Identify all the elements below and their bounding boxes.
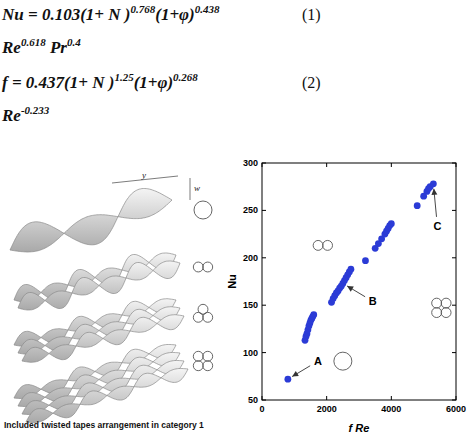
twisted-tape [10, 189, 172, 253]
equation-text: (1+φ) [155, 5, 194, 24]
point [388, 220, 395, 227]
x-tick [456, 163, 457, 167]
point [348, 266, 355, 273]
y-tick-label: 250 [243, 205, 258, 215]
y-tick [262, 352, 266, 353]
caption: Included twisted tapes arrangement in ca… [4, 420, 204, 430]
x-tick-label: 4000 [381, 404, 401, 414]
equation-text: Nu = 0.103(1+ N ) [1, 5, 130, 24]
equation-line: Re0.618 Pr0.4 [1, 36, 81, 57]
y-tick [452, 305, 456, 306]
dimension-label: w [194, 183, 200, 193]
equation-text: Re [1, 38, 21, 57]
tube-icon [194, 201, 212, 219]
exponent: 0.438 [195, 3, 220, 15]
y-tick-label: 150 [243, 300, 258, 310]
arrow-head [431, 189, 437, 195]
tube-icon [193, 361, 203, 371]
x-tick [456, 396, 457, 400]
figure: Nu = 0.103(1+ N )0.768(1+φ)0.438Re0.618 … [0, 0, 474, 446]
y-axis-title: Nu [226, 274, 238, 289]
y-tick-label: 300 [243, 158, 258, 168]
y-tick [262, 257, 266, 258]
plot-frame [262, 163, 456, 400]
y-tick [262, 210, 266, 211]
point [430, 180, 437, 187]
tube-icon [198, 304, 208, 314]
exponent: 0.768 [130, 3, 155, 15]
tape-diagram: yw [10, 170, 213, 423]
equation-number: (2) [302, 74, 321, 92]
y-tick-label: 100 [243, 348, 258, 358]
x-tick [262, 163, 263, 167]
equation-number: (1) [302, 6, 321, 24]
y-tick [452, 163, 456, 164]
x-tick [391, 396, 392, 400]
y-tick [452, 257, 456, 258]
point [284, 376, 291, 383]
x-tick-label: 6000 [446, 404, 466, 414]
annotation-label: C [433, 220, 441, 232]
exponent: 1.25 [114, 71, 134, 83]
y-tick [452, 210, 456, 211]
annotations: A B C [292, 189, 451, 377]
y-tick [452, 352, 456, 353]
exponent: 0.268 [173, 71, 198, 83]
point [362, 257, 369, 264]
y-tick-label: 50 [248, 395, 258, 405]
y-tick [262, 400, 266, 401]
x-tick [326, 396, 327, 400]
tube-icon [313, 240, 323, 250]
equation-line: f = 0.437(1+ N )1.25(1+φ)0.268 [2, 71, 198, 92]
twisted-tape [14, 253, 176, 302]
dimension-label: y [141, 170, 146, 180]
tube-icon [432, 298, 442, 308]
arrow-head [292, 371, 299, 377]
tube-icon [441, 308, 451, 318]
equation-line: Nu = 0.103(1+ N )0.768(1+φ)0.438 [1, 3, 220, 24]
tube-icon [432, 308, 442, 318]
tube-icon [203, 361, 213, 371]
tube-icon [203, 262, 213, 272]
tube-icon [193, 351, 203, 361]
x-tick-label: 2000 [317, 404, 337, 414]
twisted-tape [18, 307, 180, 355]
annotation-arrow [347, 286, 365, 297]
dimension-line [190, 178, 191, 200]
arrow-head [347, 286, 354, 292]
equation-text: (1+φ) [134, 73, 173, 92]
y-tick [452, 400, 456, 401]
exponent: 0.618 [21, 36, 46, 48]
tube-icon [203, 351, 213, 361]
tube-icon [193, 262, 203, 272]
equation-text: Pr [46, 38, 68, 57]
x-tick [262, 396, 263, 400]
y-tick [262, 305, 266, 306]
annotation-label: A [314, 355, 322, 367]
point [310, 311, 317, 318]
x-axis-title: f Re [349, 422, 370, 434]
tube-icon [323, 240, 333, 250]
tube-icon [441, 298, 451, 308]
x-tick [326, 163, 327, 167]
twisted-tape [26, 369, 188, 423]
point [414, 202, 421, 209]
annotation-label: B [369, 295, 377, 307]
exponent: -0.233 [21, 104, 50, 116]
y-tick-label: 200 [243, 253, 258, 263]
y-tick [262, 163, 266, 164]
equation-text: Re [1, 106, 21, 125]
equation-text: f = 0.437(1+ N ) [2, 73, 114, 92]
x-tick [391, 163, 392, 167]
x-tick-label: 0 [259, 404, 264, 414]
tube-icon [334, 352, 352, 370]
points [284, 180, 436, 382]
twisted-tape [22, 361, 184, 415]
equation-line: Re-0.233 [1, 104, 50, 125]
exponent: 0.4 [67, 36, 81, 48]
annotation-arrow [292, 366, 310, 377]
